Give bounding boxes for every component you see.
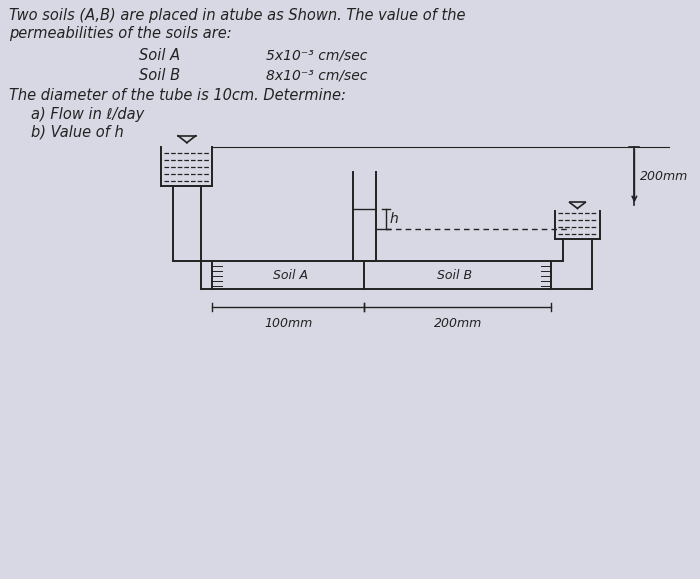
Text: Soil B: Soil B: [438, 269, 472, 281]
Text: b) Value of h: b) Value of h: [31, 125, 124, 140]
Text: Soil B: Soil B: [139, 68, 180, 83]
Text: 200mm: 200mm: [640, 170, 689, 182]
Text: Two soils (A,B) are placed in atube as Shown. The value of the: Two soils (A,B) are placed in atube as S…: [9, 8, 466, 23]
Text: 100mm: 100mm: [265, 317, 313, 330]
Text: permeabilities of the soils are:: permeabilities of the soils are:: [9, 26, 232, 41]
Text: The diameter of the tube is 10cm. Determine:: The diameter of the tube is 10cm. Determ…: [9, 88, 346, 103]
Text: 200mm: 200mm: [433, 317, 482, 330]
Text: a) Flow in ℓ/day: a) Flow in ℓ/day: [31, 107, 144, 122]
Text: 5x10⁻³ cm/sec: 5x10⁻³ cm/sec: [267, 48, 368, 62]
Text: h: h: [390, 212, 399, 226]
Text: 8x10⁻³ cm/sec: 8x10⁻³ cm/sec: [267, 68, 368, 82]
Text: Soil A: Soil A: [274, 269, 309, 281]
Text: Soil A: Soil A: [139, 48, 180, 63]
